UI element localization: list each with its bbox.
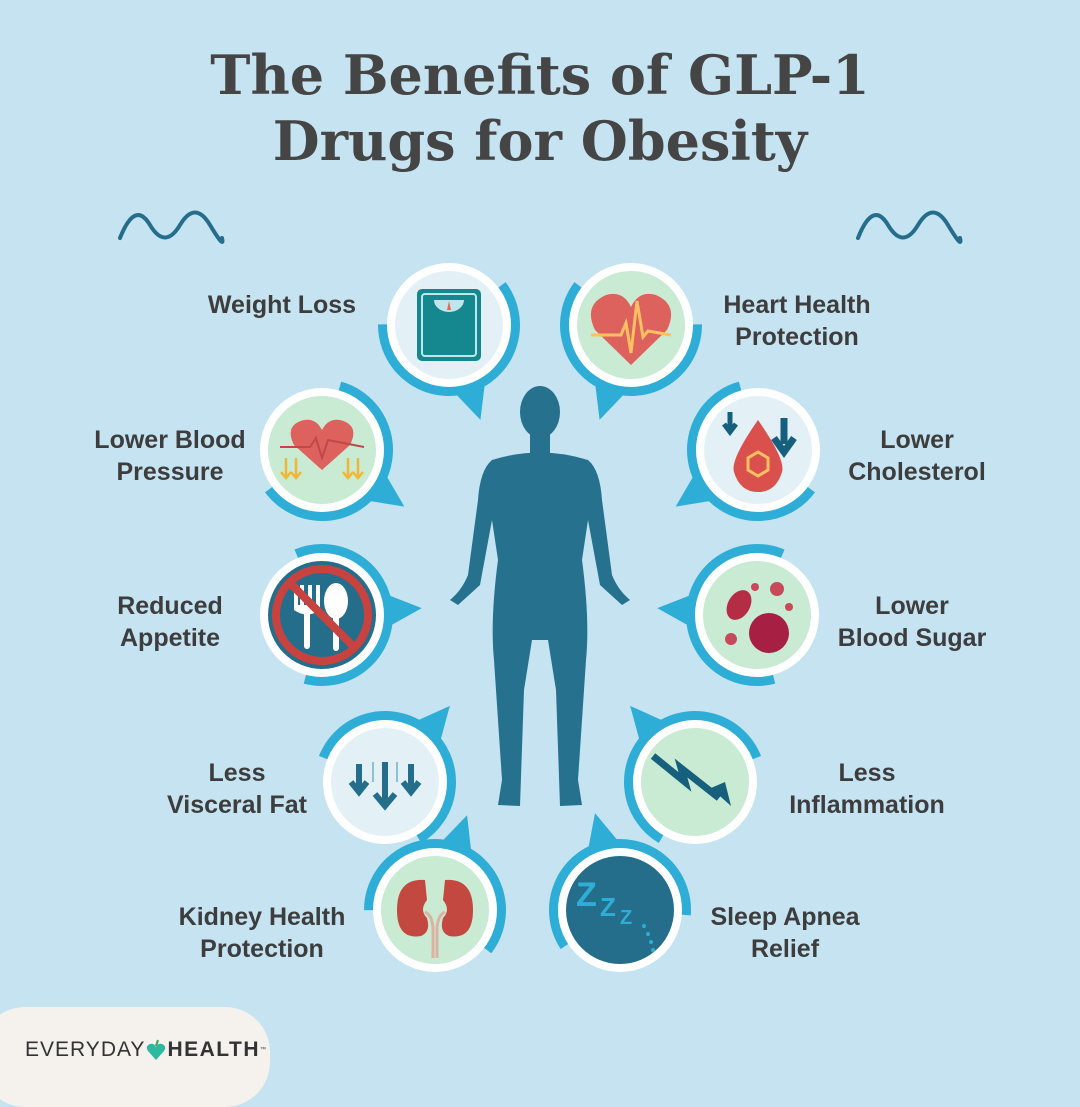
benefit-label: Lower Blood Pressure	[94, 426, 246, 486]
everyday-health-logo: EVERYDAY HEALTH ™	[25, 1038, 268, 1061]
benefit-label: Lower Cholesterol	[848, 426, 986, 486]
benefit-badge	[696, 388, 820, 512]
human-body-silhouette	[450, 386, 630, 806]
kidneys-icon	[397, 879, 473, 958]
benefit-badge	[323, 720, 447, 844]
heart-down-arrows-icon	[280, 419, 365, 480]
benefit-badge	[260, 388, 384, 512]
zigzag-down-arrow-icon	[650, 753, 731, 806]
wave-decoration-right	[856, 210, 963, 244]
no-fork-spoon-icon	[272, 565, 372, 665]
benefit-badge	[373, 848, 497, 972]
speech-tail	[376, 590, 422, 632]
speech-tail	[630, 705, 675, 753]
benefit-label: Less Visceral Fat	[167, 759, 307, 819]
blood-cells-icon	[725, 582, 793, 653]
heartbeat-icon	[590, 293, 672, 365]
benefit-label: Less Inflammation	[789, 759, 945, 819]
page-title: The Benefits of GLP-1 Drugs for Obesity	[210, 43, 870, 173]
speech-tail	[356, 464, 405, 507]
benefit-badge	[633, 720, 757, 844]
scale-icon	[417, 289, 481, 361]
benefit-badge	[569, 263, 693, 387]
speech-tail	[675, 464, 724, 507]
benefit-badge	[695, 553, 819, 677]
benefit-badge	[387, 263, 511, 387]
down-arrows-icon	[348, 762, 422, 811]
benefit-label: Weight Loss	[207, 291, 357, 319]
benefit-label: Sleep Apnea Relief	[710, 903, 860, 963]
benefit-label: Heart Health Protection	[723, 291, 871, 351]
apple-heart-icon	[147, 1039, 166, 1060]
speech-tail	[405, 705, 450, 753]
benefit-label: Reduced Appetite	[117, 592, 223, 652]
svg-text:Z: Z	[600, 892, 616, 922]
benefit-label: Kidney Health Protection	[178, 903, 346, 963]
svg-text:Z: Z	[620, 907, 632, 929]
benefit-badge	[260, 553, 384, 677]
svg-text:Z: Z	[576, 876, 597, 914]
speech-tail	[657, 590, 703, 632]
blood-drop-icon	[722, 412, 797, 492]
benefit-label: Lower Blood Sugar	[837, 592, 987, 652]
wave-decoration-left	[118, 210, 225, 244]
